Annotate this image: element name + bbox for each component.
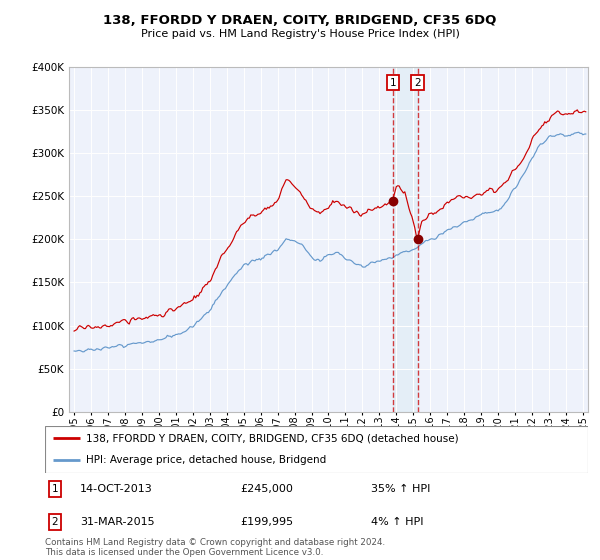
Text: Contains HM Land Registry data © Crown copyright and database right 2024.
This d: Contains HM Land Registry data © Crown c… — [45, 538, 385, 557]
Text: 35% ↑ HPI: 35% ↑ HPI — [371, 484, 430, 494]
Text: 1: 1 — [389, 77, 396, 87]
Text: 2: 2 — [52, 517, 58, 527]
Text: £199,995: £199,995 — [241, 517, 293, 527]
Text: 1: 1 — [52, 484, 58, 494]
Text: 138, FFORDD Y DRAEN, COITY, BRIDGEND, CF35 6DQ: 138, FFORDD Y DRAEN, COITY, BRIDGEND, CF… — [103, 14, 497, 27]
Bar — [393, 67, 418, 412]
Text: 2: 2 — [414, 77, 421, 87]
Text: 138, FFORDD Y DRAEN, COITY, BRIDGEND, CF35 6DQ (detached house): 138, FFORDD Y DRAEN, COITY, BRIDGEND, CF… — [86, 433, 458, 444]
Text: 14-OCT-2013: 14-OCT-2013 — [80, 484, 153, 494]
Text: 4% ↑ HPI: 4% ↑ HPI — [371, 517, 424, 527]
Text: 31-MAR-2015: 31-MAR-2015 — [80, 517, 155, 527]
Text: Price paid vs. HM Land Registry's House Price Index (HPI): Price paid vs. HM Land Registry's House … — [140, 29, 460, 39]
Text: HPI: Average price, detached house, Bridgend: HPI: Average price, detached house, Brid… — [86, 455, 326, 465]
Text: £245,000: £245,000 — [241, 484, 293, 494]
FancyBboxPatch shape — [45, 426, 588, 473]
